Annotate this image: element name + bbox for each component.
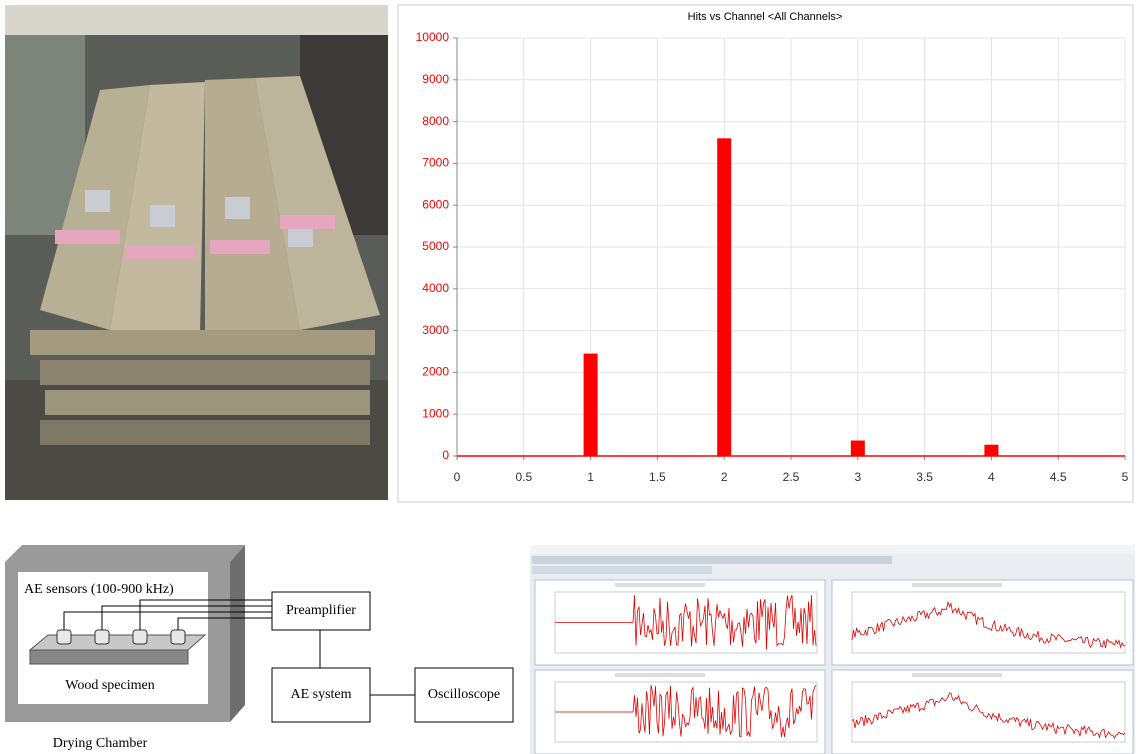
photo	[5, 5, 388, 500]
oscilloscope-label: Oscilloscope	[428, 687, 500, 702]
specimen-label: Wood specimen	[65, 678, 154, 693]
chart-title: Hits vs Channel <All Channels>	[688, 11, 843, 23]
plot-area	[851, 681, 1126, 743]
preamplifier-label: Preamplifier	[286, 603, 356, 618]
y-tick-label: 2000	[422, 365, 449, 379]
x-tick-label: 3	[854, 470, 861, 484]
bar	[850, 440, 865, 456]
waveform	[555, 594, 817, 650]
y-tick-label: 7000	[422, 156, 449, 170]
bar	[583, 353, 598, 456]
x-tick-label: 3.5	[916, 470, 933, 484]
y-tick-label: 4000	[422, 281, 449, 295]
software-screenshot	[530, 545, 1135, 754]
panel-title-bar	[912, 673, 1002, 677]
diagram: AE sensors (100-900 kHz) Wood specimen D…	[5, 545, 514, 751]
x-tick-label: 4	[988, 470, 995, 484]
y-tick-label: 8000	[422, 114, 449, 128]
panel-title-bar	[615, 583, 705, 587]
waveform	[555, 684, 817, 738]
x-tick-label: 1	[587, 470, 594, 484]
x-tick-label: 0.5	[515, 470, 532, 484]
panel-title-bar	[615, 673, 705, 677]
y-tick-label: 1000	[422, 406, 449, 420]
waveform	[851, 692, 1126, 739]
waveform	[851, 601, 1126, 649]
plot-panel	[831, 579, 1134, 666]
x-tick-label: 2	[721, 470, 728, 484]
y-tick-label: 9000	[422, 72, 449, 86]
chamber-label: Drying Chamber	[53, 736, 148, 751]
plot-area	[851, 591, 1126, 654]
sensors-label: AE sensors (100-900 kHz)	[24, 582, 174, 597]
y-tick-label: 10000	[416, 30, 450, 44]
y-tick-label: 5000	[422, 239, 449, 253]
ae-system-label: AE system	[290, 687, 351, 702]
x-tick-label: 0	[454, 470, 461, 484]
bar	[984, 444, 999, 456]
y-tick-label: 3000	[422, 323, 449, 337]
chart-frame	[397, 4, 1134, 503]
x-tick-label: 5	[1122, 470, 1129, 484]
bar	[717, 138, 732, 456]
y-tick-label: 0	[442, 448, 449, 462]
x-tick-label: 1.5	[649, 470, 666, 484]
chart: 0100020003000400050006000700080009000100…	[416, 30, 1129, 484]
x-tick-label: 4.5	[1050, 470, 1067, 484]
panel-title-bar	[912, 583, 1002, 587]
y-tick-label: 6000	[422, 197, 449, 211]
x-tick-label: 2.5	[783, 470, 800, 484]
